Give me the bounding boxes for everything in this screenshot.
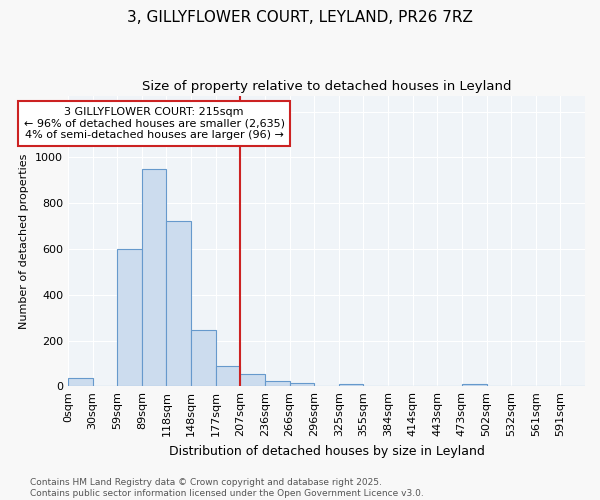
Title: Size of property relative to detached houses in Leyland: Size of property relative to detached ho… [142, 80, 511, 93]
Text: Contains HM Land Registry data © Crown copyright and database right 2025.
Contai: Contains HM Land Registry data © Crown c… [30, 478, 424, 498]
Text: 3 GILLYFLOWER COURT: 215sqm
← 96% of detached houses are smaller (2,635)
4% of s: 3 GILLYFLOWER COURT: 215sqm ← 96% of det… [23, 107, 284, 140]
X-axis label: Distribution of detached houses by size in Leyland: Distribution of detached houses by size … [169, 444, 484, 458]
Bar [68, 378, 92, 386]
Bar [290, 383, 314, 386]
Bar [166, 222, 191, 386]
Bar [142, 169, 166, 386]
Bar [117, 249, 142, 386]
Bar [241, 374, 265, 386]
Bar [191, 330, 216, 386]
Bar [265, 380, 290, 386]
Text: 3, GILLYFLOWER COURT, LEYLAND, PR26 7RZ: 3, GILLYFLOWER COURT, LEYLAND, PR26 7RZ [127, 10, 473, 25]
Bar [462, 384, 487, 386]
Bar [339, 384, 364, 386]
Y-axis label: Number of detached properties: Number of detached properties [19, 153, 29, 328]
Bar [216, 366, 241, 386]
